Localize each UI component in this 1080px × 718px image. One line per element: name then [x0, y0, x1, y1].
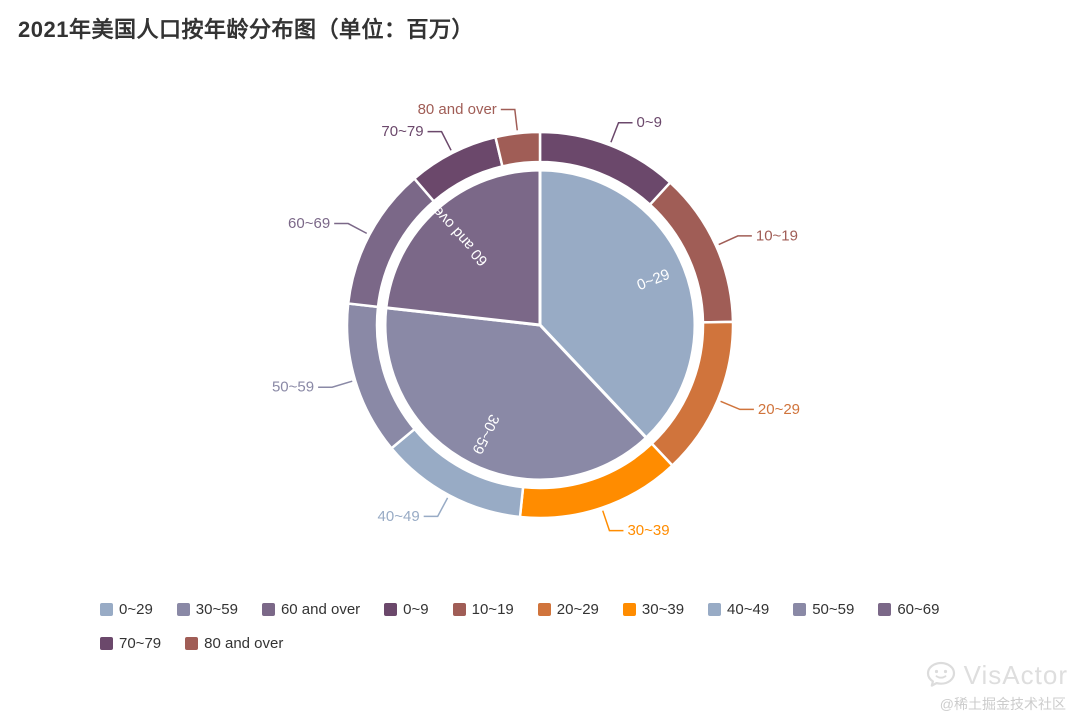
legend-label: 30~59 [195, 601, 238, 618]
legend-swatch [176, 603, 190, 616]
pie-slice-30~59[interactable] [383, 306, 648, 482]
legend-swatch [452, 603, 466, 616]
legend-swatch [878, 603, 892, 616]
legend-label: 20~29 [556, 601, 599, 618]
ring-segment-label-60~69: 60~69 [288, 215, 330, 232]
chart-title: 2021年美国人口按年龄分布图（单位：百万） [18, 17, 474, 42]
legend-swatch [537, 603, 551, 616]
legend-item-60~69[interactable]: 60~69 [878, 601, 939, 618]
legend-swatch [793, 603, 807, 616]
ring-segment-label-30~39: 30~39 [627, 522, 669, 539]
legend-label: 0~29 [119, 601, 153, 618]
ring-segment-label-0~9: 0~9 [637, 114, 662, 131]
ring-segment-label-70~79: 70~79 [381, 123, 423, 140]
legend-swatch [622, 603, 636, 616]
legend-item-30~39[interactable]: 30~39 [622, 601, 685, 618]
ring-segment-label-80 and over: 80 and over [418, 101, 497, 118]
legend-item-60 and over[interactable]: 60 and over [261, 601, 361, 618]
legend-item-10~19[interactable]: 10~19 [452, 601, 514, 618]
label-leader-line-10~19 [718, 235, 752, 246]
label-leader-line-50~59 [318, 380, 353, 388]
pie-slice-0~29[interactable] [538, 168, 697, 440]
watermark: VisActor @稀土掘金技术社区 [924, 658, 1068, 714]
legend-item-70~79[interactable]: 70~79 [100, 635, 161, 652]
legend-swatch [185, 637, 199, 650]
ring-segment-label-40~49: 40~49 [378, 508, 420, 525]
label-leader-line-70~79 [427, 130, 452, 151]
pie-slice-60 and over[interactable] [384, 168, 542, 327]
legend-swatch [100, 637, 113, 650]
legend-label: 40~49 [727, 601, 770, 618]
legend-row-2: 70~79 80 and over [100, 635, 1020, 652]
legend-item-40~49[interactable]: 40~49 [708, 601, 769, 618]
legend-item-20~29[interactable]: 20~29 [537, 601, 599, 618]
legend-label: 60~69 [897, 601, 940, 618]
ring-segment-label-50~59: 50~59 [272, 379, 314, 396]
legend-label: 60 and over [280, 601, 361, 618]
watermark-credit-text: @稀土掘金技术社区 [939, 696, 1066, 712]
legend-swatch [708, 603, 722, 616]
ring-segment-label-10~19: 10~19 [756, 227, 798, 244]
legend-label: 50~59 [812, 601, 855, 618]
watermark-brand-text: VisActor [963, 659, 1068, 690]
chart-legend: 0~29 30~59 60 and over 0~9 10~19 20~29 30~39 40… [100, 601, 1020, 652]
legend-item-0~9[interactable]: 0~9 [384, 601, 429, 618]
legend-label: 80 and over [204, 635, 284, 652]
legend-item-80 and over[interactable]: 80 and over [185, 635, 283, 652]
label-leader-line-20~29 [720, 400, 754, 411]
ring-segment-80 and over[interactable] [494, 130, 542, 168]
legend-row-1: 0~29 30~59 60 and over 0~9 10~19 20~29 30~39 40… [100, 601, 1020, 618]
visactor-chat-bubble-icon [926, 661, 955, 687]
label-leader-line-40~49 [423, 497, 449, 518]
legend-label: 30~39 [641, 601, 685, 618]
legend-label: 70~79 [119, 635, 162, 652]
legend-swatch [100, 603, 113, 616]
label-leader-line-0~9 [610, 121, 633, 143]
label-leader-line-80 and over [500, 108, 518, 131]
legend-label: 0~9 [403, 601, 429, 618]
label-leader-line-60~69 [334, 222, 368, 235]
legend-item-50~59[interactable]: 50~59 [793, 601, 854, 618]
ring-segment-label-20~29: 20~29 [758, 401, 800, 418]
legend-swatch [261, 603, 275, 616]
label-leader-line-30~39 [602, 510, 624, 532]
legend-item-0~29[interactable]: 0~29 [100, 601, 153, 618]
legend-swatch [384, 603, 398, 616]
legend-label: 10~19 [471, 601, 514, 618]
legend-item-30~59[interactable]: 30~59 [176, 601, 238, 618]
